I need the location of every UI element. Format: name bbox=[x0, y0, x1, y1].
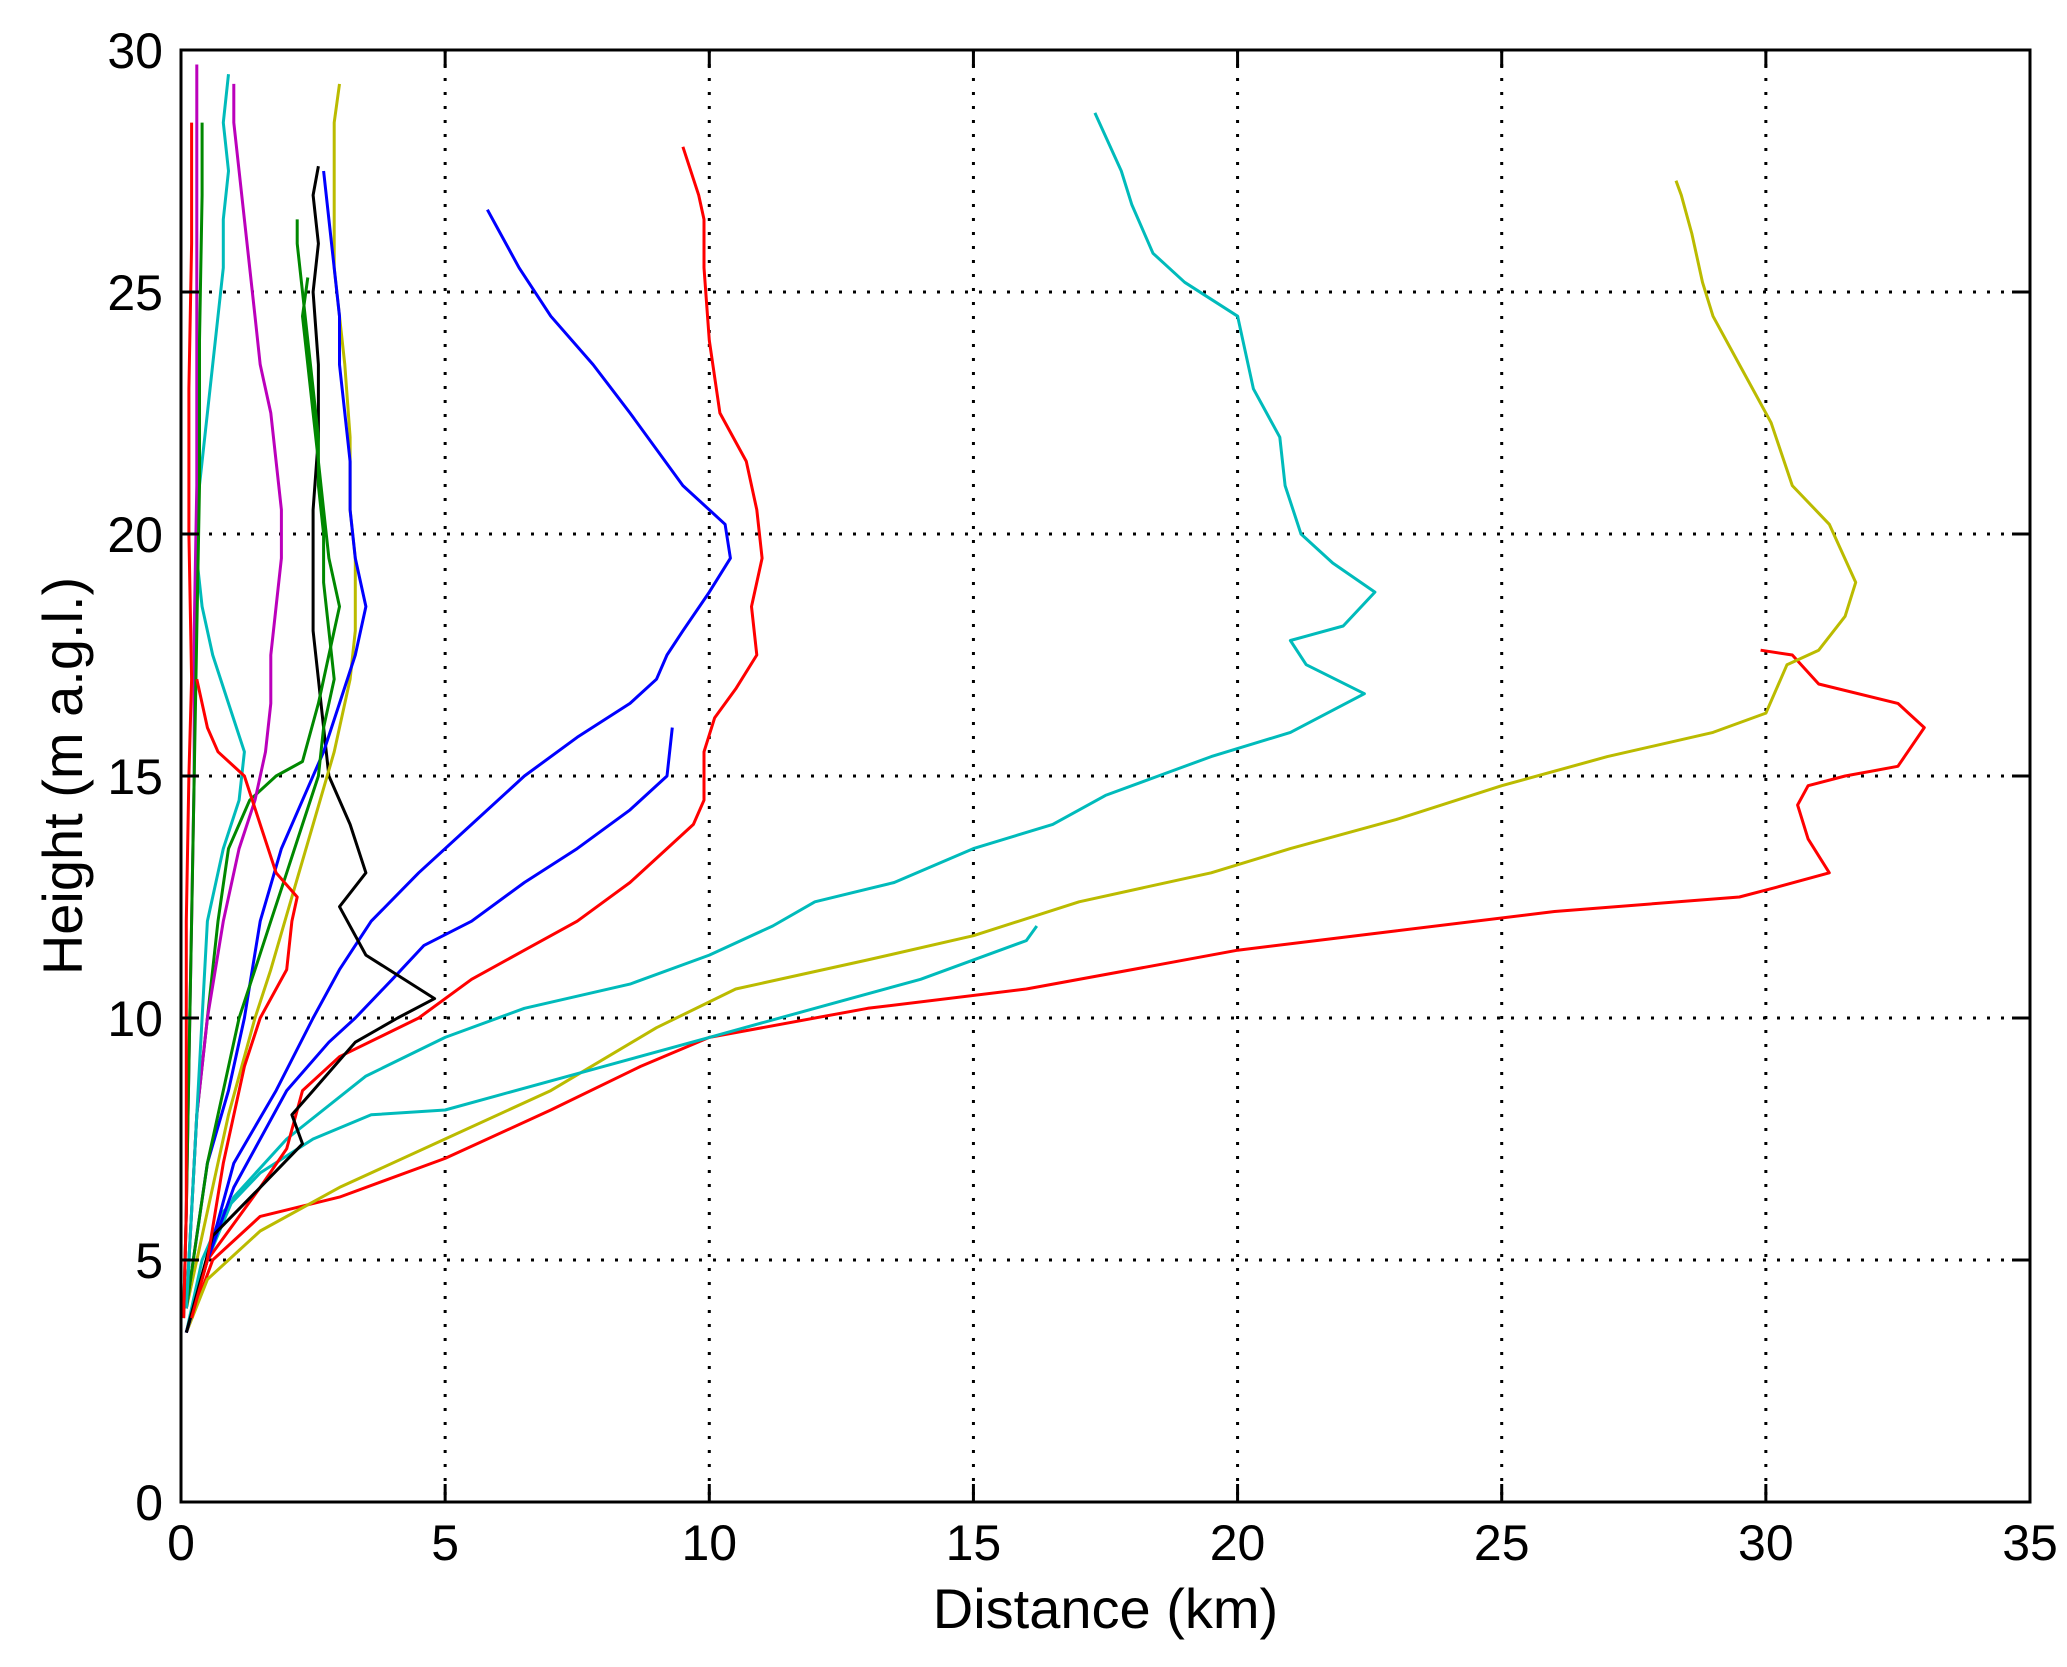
y-tick-label: 5 bbox=[135, 1233, 163, 1289]
axis-ticks: 0 5 10 15 20 25 30 35 0 5 10 15 20 25 30 bbox=[107, 23, 2057, 1571]
series-line-7 bbox=[184, 208, 732, 1334]
y-tick-label: 30 bbox=[107, 23, 163, 79]
y-tick-label: 15 bbox=[107, 749, 163, 805]
x-tick-label: 20 bbox=[1210, 1515, 1266, 1571]
y-axis-label: Height (m a.g.l.) bbox=[31, 577, 94, 975]
x-tick-label: 5 bbox=[431, 1515, 459, 1571]
y-tick-label: 25 bbox=[107, 265, 163, 321]
series-line-1 bbox=[184, 648, 1926, 1334]
x-tick-label: 25 bbox=[1474, 1515, 1530, 1571]
series-line-17 bbox=[182, 122, 194, 1319]
series-line-11 bbox=[184, 219, 336, 1309]
y-tick-label: 10 bbox=[107, 991, 163, 1047]
x-axis-label: Distance (km) bbox=[933, 1577, 1278, 1640]
series-line-5 bbox=[184, 146, 764, 1334]
x-tick-label: 10 bbox=[681, 1515, 737, 1571]
x-tick-label: 35 bbox=[2002, 1515, 2058, 1571]
grid bbox=[181, 50, 2030, 1502]
y-tick-label: 0 bbox=[135, 1475, 163, 1531]
series-line-9 bbox=[184, 83, 357, 1309]
series-lines bbox=[182, 64, 1926, 1334]
series-line-8 bbox=[184, 165, 437, 1333]
series-line-14 bbox=[184, 74, 246, 1309]
x-tick-label: 30 bbox=[1738, 1515, 1794, 1571]
series-line-4 bbox=[184, 112, 1377, 1334]
series-line-2 bbox=[184, 180, 1858, 1334]
series-line-10 bbox=[184, 170, 368, 1309]
series-line-6 bbox=[184, 727, 674, 1334]
y-tick-label: 20 bbox=[107, 507, 163, 563]
series-line-18 bbox=[190, 678, 299, 1319]
x-tick-label: 15 bbox=[946, 1515, 1002, 1571]
x-tick-label: 0 bbox=[167, 1515, 195, 1571]
series-line-13 bbox=[184, 83, 283, 1309]
